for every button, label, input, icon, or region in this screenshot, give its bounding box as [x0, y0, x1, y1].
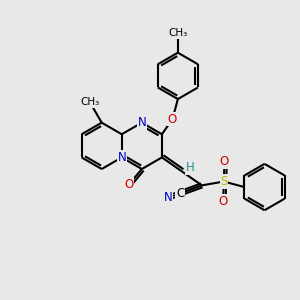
Text: CH₃: CH₃ — [168, 28, 188, 38]
Text: H: H — [186, 161, 195, 174]
Text: O: O — [168, 113, 177, 126]
Text: O: O — [220, 155, 229, 168]
Text: O: O — [219, 195, 228, 208]
Text: C: C — [176, 187, 184, 200]
Text: CH₃: CH₃ — [80, 97, 99, 107]
Text: O: O — [124, 178, 134, 191]
Text: N: N — [117, 151, 126, 164]
Text: S: S — [220, 175, 227, 188]
Text: N: N — [137, 116, 146, 129]
Text: N: N — [164, 191, 173, 204]
